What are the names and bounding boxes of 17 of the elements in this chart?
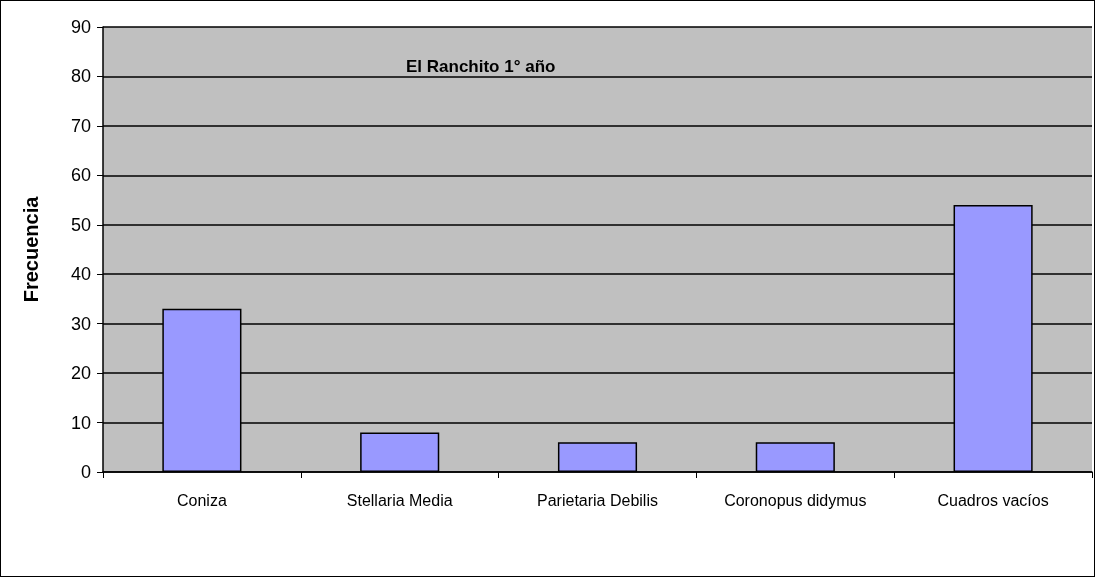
y-tick-label: 40: [70, 264, 91, 285]
x-tick-label: Parietaria Debilis: [537, 491, 658, 509]
y-tick-label: 70: [70, 115, 91, 136]
x-tick-label: Coniza: [176, 491, 227, 509]
y-tick-label: 0: [80, 462, 91, 482]
x-tick-label: Coronopus didymus: [724, 491, 867, 509]
y-tick-label: 80: [70, 66, 91, 87]
text: El Ranchito 1° año: [406, 57, 556, 76]
y-tick-label: 50: [70, 214, 91, 235]
y-axis-title: Frecuencia: [20, 195, 42, 303]
y-tick-label: 20: [70, 363, 91, 384]
x-tick-label: Stellaria Media: [346, 491, 453, 509]
y-tick-label: 90: [70, 17, 91, 37]
y-tick-label: 60: [70, 165, 91, 186]
y-tick-label: 30: [70, 313, 91, 334]
x-tick-label: Cuadros vacíos: [937, 491, 1049, 509]
y-tick-label: 10: [70, 412, 91, 433]
